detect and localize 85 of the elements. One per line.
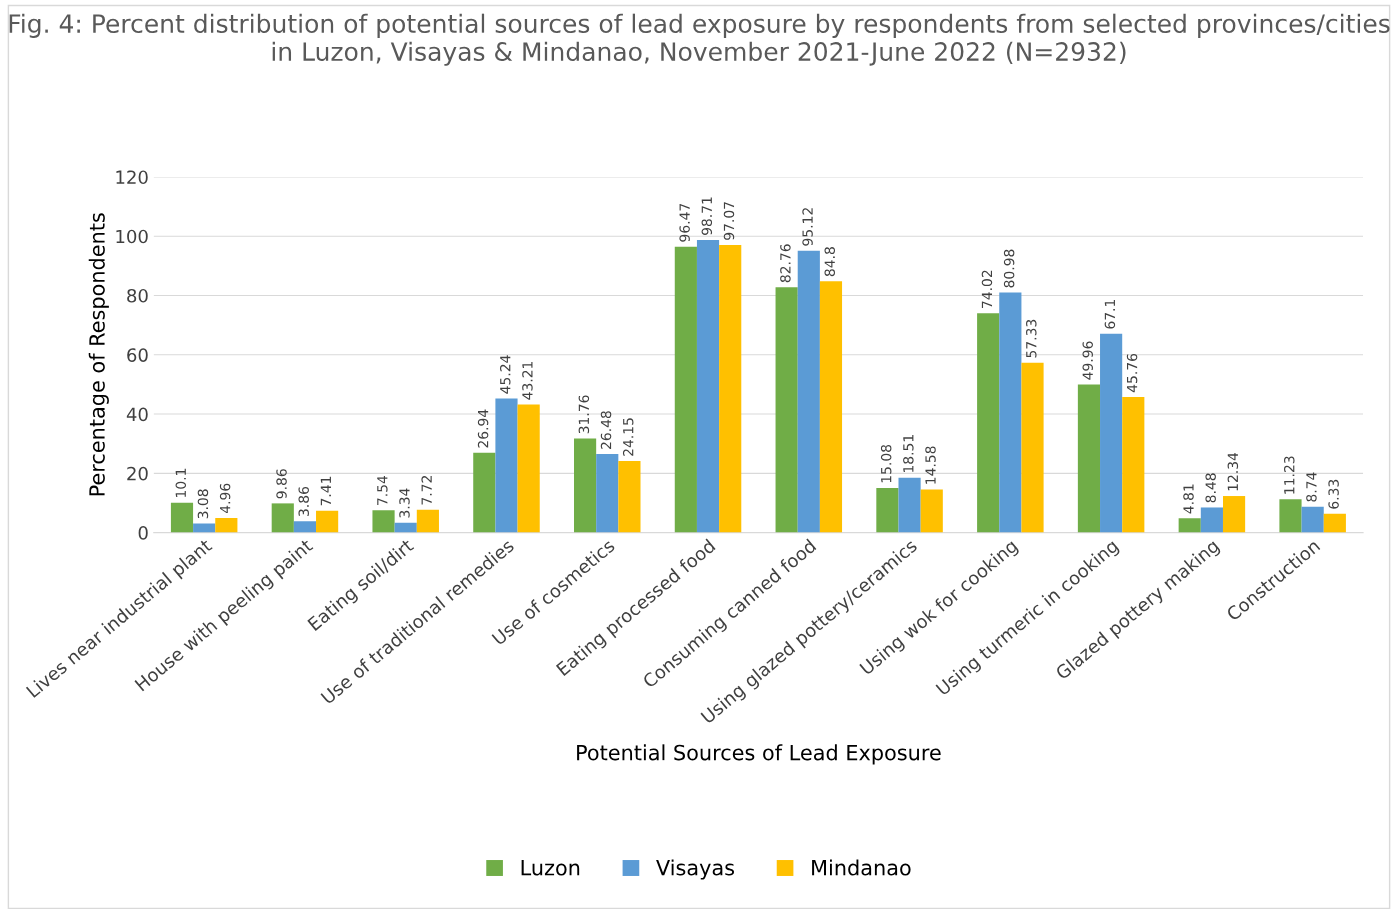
bar xyxy=(1222,496,1246,533)
bar xyxy=(719,244,742,533)
bar xyxy=(473,452,496,533)
data-label: 95.12 xyxy=(802,208,813,246)
bar xyxy=(1021,362,1044,533)
data-label: 57.33 xyxy=(1026,319,1037,358)
data-label: 67.1 xyxy=(1104,299,1116,329)
bar xyxy=(1122,396,1145,533)
legend-label: Visayas xyxy=(656,859,735,880)
data-label: 24.15 xyxy=(622,418,634,456)
data-label: 3.08 xyxy=(197,489,209,519)
bar xyxy=(1200,507,1223,533)
bar xyxy=(797,250,820,533)
bar xyxy=(920,489,943,533)
bar xyxy=(596,454,619,533)
bar xyxy=(215,517,238,533)
data-label: 12.34 xyxy=(1227,452,1239,491)
data-label: 6.33 xyxy=(1328,479,1339,509)
bar xyxy=(394,522,417,533)
bar xyxy=(775,287,798,533)
bar xyxy=(977,313,1000,533)
bar xyxy=(1100,333,1123,533)
bar xyxy=(316,510,339,533)
bar xyxy=(372,510,395,533)
bar xyxy=(674,246,697,533)
bar xyxy=(495,398,518,533)
data-label: 7.41 xyxy=(320,476,331,506)
bar xyxy=(517,404,540,533)
bar xyxy=(999,292,1022,533)
bar xyxy=(293,521,317,533)
bar xyxy=(1279,499,1302,533)
data-label: 3.34 xyxy=(399,488,410,518)
data-label: 84.8 xyxy=(824,247,835,277)
bar xyxy=(819,281,843,533)
data-label: 49.96 xyxy=(1082,341,1093,380)
data-label: 11.23 xyxy=(1284,456,1295,494)
data-label: 4.81 xyxy=(1183,484,1194,514)
data-label: 15.08 xyxy=(880,444,892,483)
y-axis-title: Percentage of Respondents xyxy=(88,213,109,496)
data-label: 7.72 xyxy=(421,476,432,505)
bar xyxy=(1323,513,1346,533)
y-tick-label: 100 xyxy=(116,229,148,244)
y-tick-label: 40 xyxy=(126,407,148,422)
bar xyxy=(876,487,899,533)
y-tick-label: 20 xyxy=(127,466,148,481)
bar xyxy=(618,461,641,533)
data-label: 31.76 xyxy=(578,395,590,434)
data-label: 7.54 xyxy=(377,475,388,505)
data-label: 97.07 xyxy=(723,202,735,240)
data-label: 26.94 xyxy=(477,409,489,448)
legend-label: Mindanao xyxy=(812,859,911,876)
y-tick-label: 120 xyxy=(116,170,148,185)
data-label: 14.58 xyxy=(925,446,936,484)
data-label: 8.48 xyxy=(1205,473,1216,503)
data-label: 4.96 xyxy=(219,483,231,514)
bar xyxy=(1077,384,1101,533)
data-label: 74.02 xyxy=(981,270,993,308)
x-axis-title: Potential Sources of Lead Exposure xyxy=(577,744,941,765)
data-label: 98.71 xyxy=(701,197,713,235)
data-label: 18.51 xyxy=(903,435,914,473)
bar xyxy=(193,523,216,533)
bar xyxy=(696,240,720,533)
bar xyxy=(416,509,439,533)
bar xyxy=(170,502,194,533)
bar xyxy=(271,503,294,533)
bar xyxy=(1178,518,1201,533)
y-tick-label: 80 xyxy=(127,288,148,303)
data-label: 82.76 xyxy=(780,244,791,283)
bar xyxy=(574,438,597,533)
y-tick-label: 0 xyxy=(138,526,148,540)
data-label: 45.24 xyxy=(500,355,511,394)
bar xyxy=(898,477,921,533)
data-label: 9.86 xyxy=(276,469,287,499)
y-tick-label: 60 xyxy=(127,348,148,362)
data-label: 96.47 xyxy=(679,203,690,242)
data-label: 26.48 xyxy=(600,411,612,449)
data-label: 10.1 xyxy=(175,468,187,497)
legend-label: Luzon xyxy=(521,860,580,876)
data-label: 8.74 xyxy=(1306,472,1317,502)
chart-title: Fig. 4: Percent distribution of potential sources of lead exposure by respondents from selected provinces/cities in Luzon, Visayas & Mindanao, November 2021-June 2022 (N=2932) xyxy=(9,13,1390,66)
data-label: 80.98 xyxy=(1003,249,1015,288)
data-label: 45.76 xyxy=(1126,353,1138,393)
data-label: 43.21 xyxy=(522,361,533,400)
data-label: 3.86 xyxy=(298,486,309,516)
bar xyxy=(1301,506,1324,533)
